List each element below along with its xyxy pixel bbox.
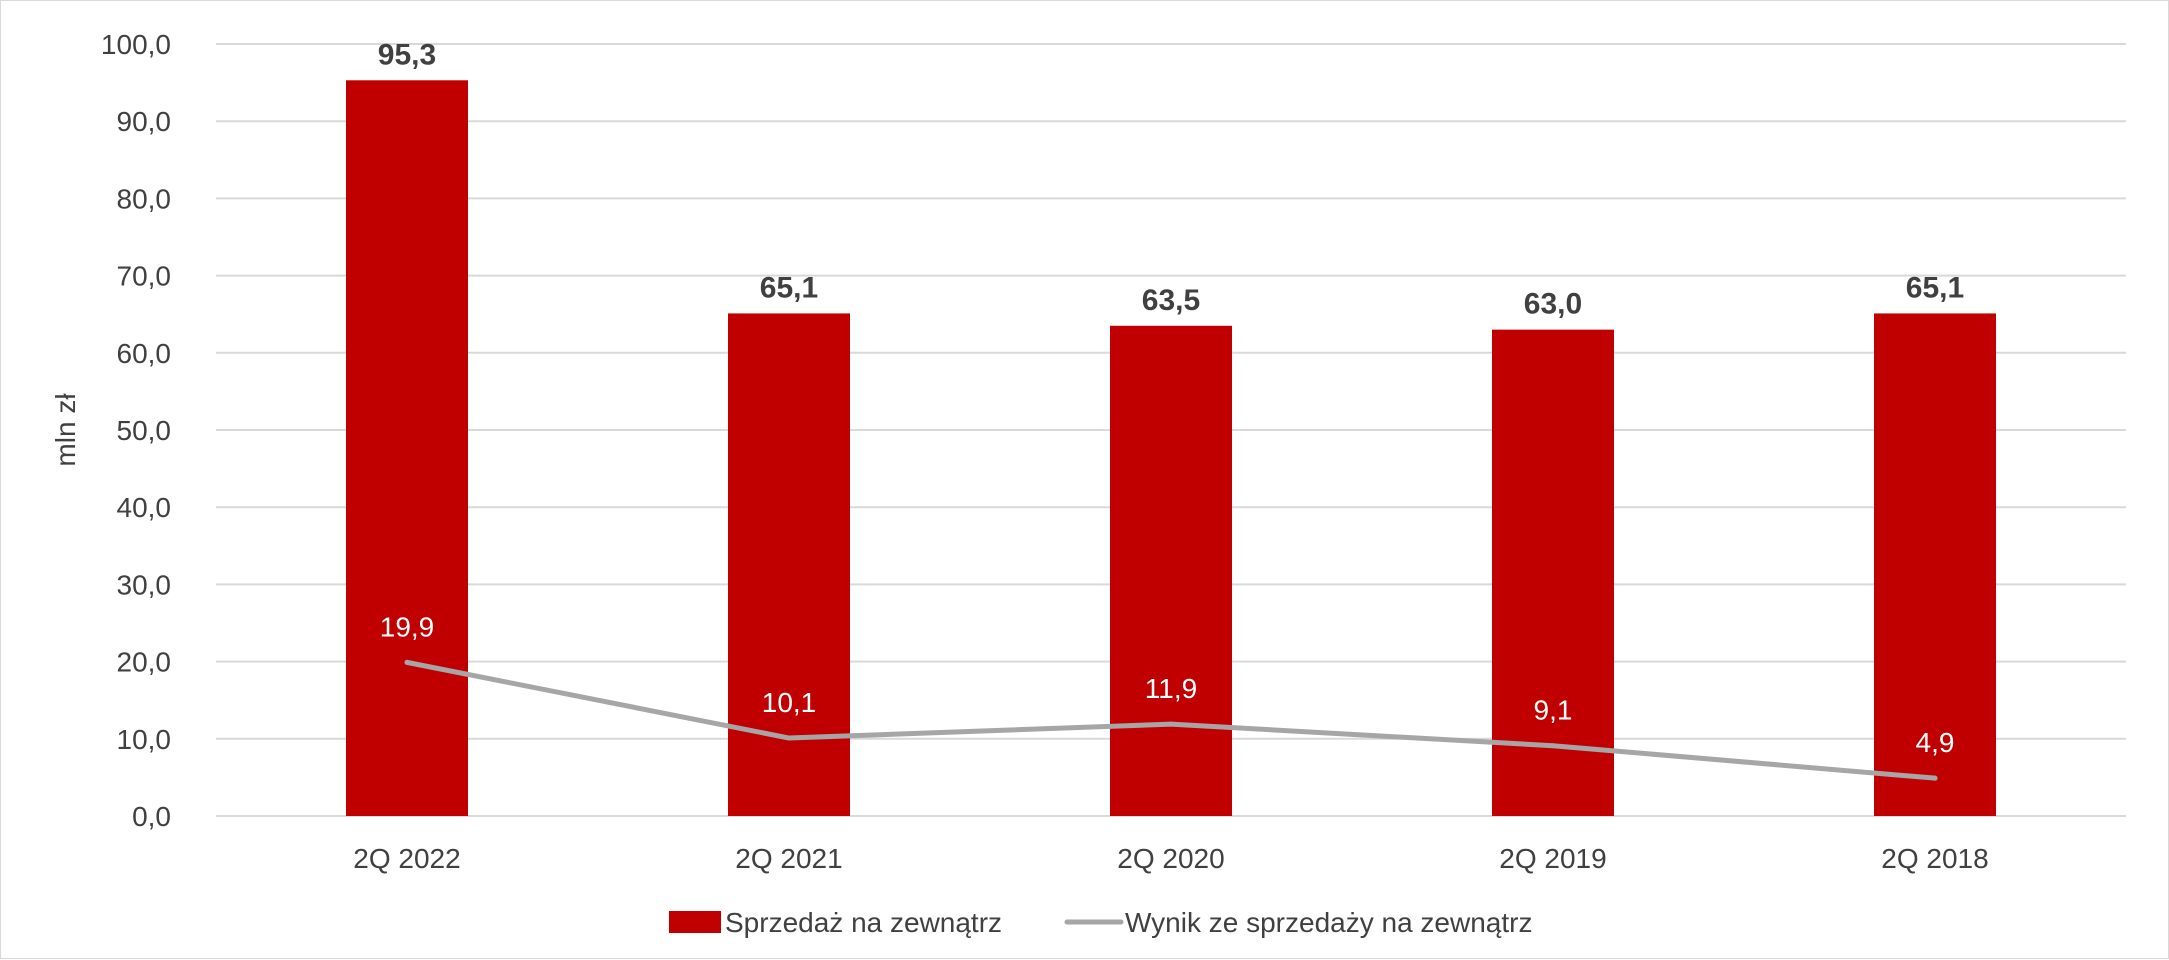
y-tick-label: 50,0	[117, 415, 172, 446]
legend: Sprzedaż na zewnątrz Wynik ze sprzedaży n…	[669, 907, 1532, 938]
line-series	[404, 659, 1938, 781]
line-value-label: 11,9	[1145, 673, 1197, 704]
bar-value-label: 63,0	[1524, 288, 1582, 321]
y-tick-label: 30,0	[117, 569, 172, 600]
axes: 0,0 10,0 20,0 30,0 40,0 50,0 60,0 70,0 80,0 90,0 1…	[50, 29, 1989, 874]
line-point	[1550, 743, 1556, 749]
bar	[728, 313, 850, 816]
y-tick-label: 20,0	[117, 647, 172, 678]
y-tick-label: 100,0	[101, 29, 171, 60]
data-labels: 95,3 65,1 63,5 63,0 65,1 19,9 10,1 11,9 9,1 4,9	[378, 38, 1964, 758]
y-tick-label: 70,0	[117, 261, 172, 292]
y-axis-title: mln zł	[50, 393, 81, 467]
bar-series	[346, 80, 1996, 816]
bar	[1874, 313, 1996, 816]
line-value-label: 4,9	[1916, 727, 1955, 758]
y-tick-label: 10,0	[117, 724, 172, 755]
line-point	[404, 659, 410, 665]
y-tick-label: 40,0	[117, 492, 172, 523]
line-point	[786, 735, 792, 741]
x-tick-label: 2Q 2020	[1117, 843, 1224, 874]
legend-swatch-bar	[669, 911, 721, 933]
legend-label-bar: Sprzedaż na zewnątrz	[725, 907, 1002, 938]
y-tick-label: 90,0	[117, 106, 172, 137]
line-value-label: 9,1	[1534, 695, 1573, 726]
bar-value-label: 63,5	[1142, 284, 1200, 317]
bar-value-label: 95,3	[378, 38, 436, 71]
x-tick-label: 2Q 2018	[1881, 843, 1988, 874]
x-tick-label: 2Q 2022	[353, 843, 460, 874]
line-point	[1168, 721, 1174, 727]
y-tick-label: 80,0	[117, 183, 172, 214]
bar	[1110, 325, 1232, 816]
line-value-label: 19,9	[380, 611, 435, 642]
y-tick-label: 60,0	[117, 338, 172, 369]
x-tick-label: 2Q 2019	[1499, 843, 1606, 874]
bar-value-label: 65,1	[760, 271, 818, 304]
line-point	[1932, 775, 1938, 781]
line-value-label: 10,1	[762, 687, 817, 718]
bar-value-label: 65,1	[1906, 271, 1964, 304]
y-tick-label: 0,0	[132, 801, 171, 832]
bar	[1492, 329, 1614, 816]
bar	[346, 80, 468, 816]
legend-label-line: Wynik ze sprzedaży na zewnątrz	[1125, 907, 1532, 938]
x-tick-label: 2Q 2021	[735, 843, 842, 874]
